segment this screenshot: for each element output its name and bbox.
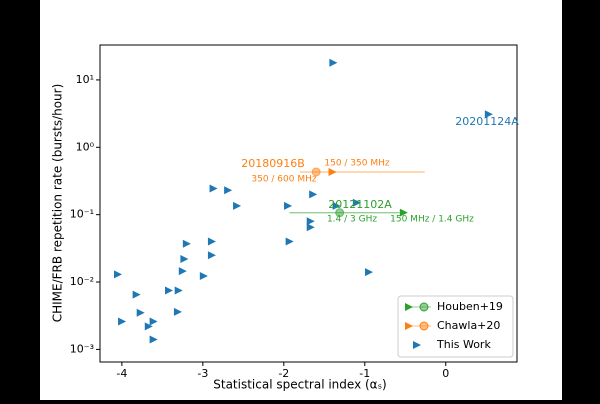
- x-tick-label: -4: [116, 367, 127, 380]
- annotation: 20180916B: [241, 157, 305, 170]
- point: [165, 286, 174, 295]
- point: [144, 322, 153, 331]
- legend-marker: [413, 341, 421, 349]
- point: [233, 201, 242, 210]
- point: [352, 198, 361, 207]
- point: [182, 239, 191, 248]
- point: [207, 251, 216, 260]
- legend-label: Chawla+20: [437, 319, 500, 332]
- x-tick-label: -3: [197, 367, 208, 380]
- annotation: 350 / 600 MHz: [251, 175, 317, 185]
- annotation: 1.4 / 3 GHz: [327, 215, 377, 225]
- plot-frame: [99, 44, 518, 363]
- legend-label: Houben+19: [437, 300, 503, 313]
- annotation: 150 MHz / 1.4 GHz: [390, 215, 474, 225]
- legend-marker: [419, 321, 429, 331]
- annotation: 20121102A: [328, 198, 392, 211]
- y-tick-label: 10⁻¹: [70, 208, 94, 221]
- annotation: 150 / 350 MHz: [324, 159, 390, 169]
- x-tick-label: -2: [278, 367, 289, 380]
- point: [149, 317, 158, 326]
- y-tick-label: 10⁻³: [70, 342, 94, 355]
- point: [178, 267, 187, 276]
- point: [306, 223, 315, 232]
- legend-marker: [405, 303, 413, 311]
- y-tick-label: 10¹: [76, 73, 94, 86]
- point: [180, 254, 189, 263]
- annotation: 20201124A: [455, 115, 519, 128]
- point: [484, 110, 493, 119]
- point: [309, 190, 318, 199]
- point: [149, 335, 158, 344]
- point: [285, 237, 294, 246]
- point: [306, 217, 315, 226]
- point: [284, 201, 293, 210]
- point: [399, 208, 408, 217]
- point: [132, 290, 141, 299]
- point: [136, 308, 145, 317]
- x-tick-label: 0: [442, 367, 449, 380]
- point: [335, 208, 345, 218]
- x-axis-label: Statistical spectral index (αₛ): [213, 378, 387, 392]
- point: [114, 270, 123, 279]
- point: [118, 317, 127, 326]
- legend-marker: [419, 302, 429, 312]
- point: [207, 237, 216, 246]
- point: [328, 167, 337, 176]
- point: [199, 271, 208, 280]
- y-tick-label: 10⁻²: [70, 275, 94, 288]
- legend-box: [397, 295, 514, 358]
- point: [224, 186, 233, 195]
- legend-label: This Work: [436, 338, 491, 351]
- point: [311, 167, 321, 177]
- point: [365, 268, 374, 277]
- point: [209, 184, 218, 193]
- y-axis-label: CHIME/FRB repetition rate (bursts/hour): [51, 84, 65, 323]
- point: [174, 286, 183, 295]
- point: [173, 307, 182, 316]
- x-tick-label: -1: [359, 367, 370, 380]
- y-tick-label: 10⁰: [76, 140, 95, 153]
- point: [329, 58, 338, 67]
- point: [332, 201, 341, 210]
- legend-marker: [405, 322, 413, 330]
